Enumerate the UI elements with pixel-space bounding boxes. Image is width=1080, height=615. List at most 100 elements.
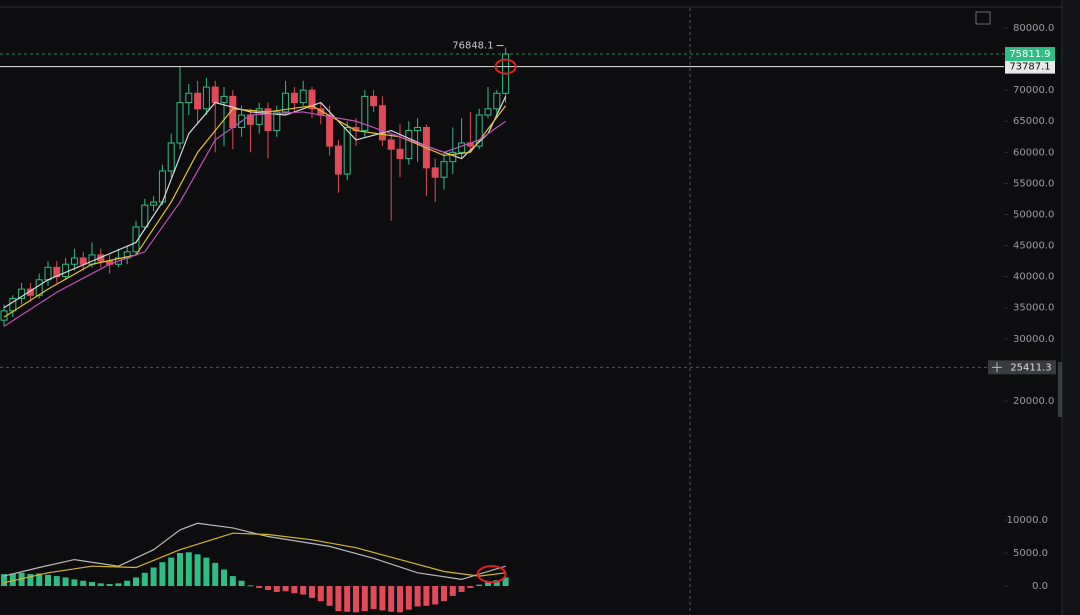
macd-line xyxy=(3,532,506,584)
macd-bar xyxy=(361,585,368,612)
macd-bar xyxy=(185,552,192,586)
macd-bar xyxy=(71,579,78,586)
macd-bar xyxy=(256,585,263,588)
macd-bar xyxy=(379,585,386,611)
candle-body xyxy=(475,114,483,147)
macd-bar xyxy=(1,574,7,586)
macd-bar xyxy=(485,582,491,586)
macd-bar xyxy=(45,574,51,586)
macd-bar xyxy=(414,585,421,607)
macd-bar xyxy=(124,580,131,586)
crosshair-tag xyxy=(1006,360,1056,375)
macd-bar xyxy=(212,562,219,586)
macd-bar xyxy=(502,577,509,586)
macd-bar xyxy=(458,585,465,592)
candle-body xyxy=(308,89,316,110)
y-tick-label: 30000.0 xyxy=(1013,334,1054,345)
macd-y-tick-label: 5000.0 xyxy=(1013,548,1048,559)
macd-bar xyxy=(300,585,307,595)
macd-bar xyxy=(449,585,456,596)
candle-body xyxy=(194,92,202,110)
macd-bar xyxy=(397,585,403,613)
scrollbar[interactable] xyxy=(1058,362,1062,417)
macd-bar xyxy=(423,585,430,606)
macd-bar xyxy=(432,585,439,605)
macd-bar xyxy=(493,580,500,586)
candle-body xyxy=(282,92,290,113)
macd-bar xyxy=(62,577,69,586)
macd-bar xyxy=(194,554,201,586)
macd-bar xyxy=(177,552,183,586)
macd-bar xyxy=(344,585,351,612)
candle-body xyxy=(370,95,378,107)
macd-bar xyxy=(291,585,298,594)
side-panel xyxy=(1062,0,1080,615)
y-tick-label: 45000.0 xyxy=(1013,241,1054,252)
highlight-circle xyxy=(494,58,517,75)
candle-body xyxy=(70,257,78,265)
macd-bar xyxy=(467,585,474,588)
candle-body xyxy=(493,92,501,110)
macd-bar xyxy=(106,584,113,586)
y-tick-label: 35000.0 xyxy=(1013,303,1054,314)
candle-body xyxy=(255,108,263,125)
macd-bar xyxy=(335,585,342,612)
candle-body xyxy=(334,145,342,175)
macd-bar xyxy=(238,580,245,586)
candle-body xyxy=(484,108,492,116)
macd-bar xyxy=(133,577,139,586)
macd-line xyxy=(3,522,506,581)
macd-bar xyxy=(370,585,377,610)
candle-body xyxy=(405,130,413,160)
candle-body xyxy=(273,111,281,132)
moving-average xyxy=(3,105,507,318)
macd-bar xyxy=(221,569,227,586)
last-price-label: 75811.9 xyxy=(1009,49,1050,60)
candle-body xyxy=(378,105,386,141)
macd-bar xyxy=(476,584,483,586)
prev-high-label: 73787.1 xyxy=(1009,62,1050,73)
moving-average xyxy=(3,111,506,327)
candle-body xyxy=(361,95,369,132)
macd-bar xyxy=(150,567,157,586)
crosshair-label: 25411.3 xyxy=(1010,362,1051,373)
candle-body xyxy=(326,114,334,147)
prev-high-tag xyxy=(1005,59,1055,74)
macd-bar xyxy=(159,562,166,586)
macd-bar xyxy=(353,585,359,613)
candle-body xyxy=(62,263,70,278)
candle-body xyxy=(79,257,87,265)
candle-body xyxy=(440,161,448,178)
macd-bar xyxy=(247,585,254,587)
macd-bar xyxy=(97,583,104,586)
candle-body xyxy=(167,142,175,172)
macd-bar xyxy=(36,573,43,586)
candle-body xyxy=(88,254,96,265)
y-tick-label: 70000.0 xyxy=(1013,85,1054,96)
macd-bar xyxy=(229,576,236,586)
candle-body xyxy=(176,102,184,144)
candle-body xyxy=(141,204,149,228)
candle-body xyxy=(343,126,351,175)
macd-bar xyxy=(27,574,34,586)
macd-bar xyxy=(80,580,87,586)
y-tick-label: 55000.0 xyxy=(1013,178,1054,189)
y-tick-label: 50000.0 xyxy=(1013,209,1054,220)
macd-bar xyxy=(441,585,447,602)
candle-body xyxy=(431,167,439,178)
candle-body xyxy=(299,89,307,104)
candle-body xyxy=(185,92,193,104)
expand-icon[interactable] xyxy=(975,11,991,25)
candle-body xyxy=(264,108,272,132)
candle-body xyxy=(220,95,228,104)
macd-bar xyxy=(388,585,395,612)
macd-bar xyxy=(203,557,210,586)
y-tick-label: 80000.0 xyxy=(1013,23,1054,34)
macd-bar xyxy=(18,572,25,586)
candle-body xyxy=(387,139,395,150)
macd-bar xyxy=(317,585,324,602)
candle-body xyxy=(150,201,158,206)
